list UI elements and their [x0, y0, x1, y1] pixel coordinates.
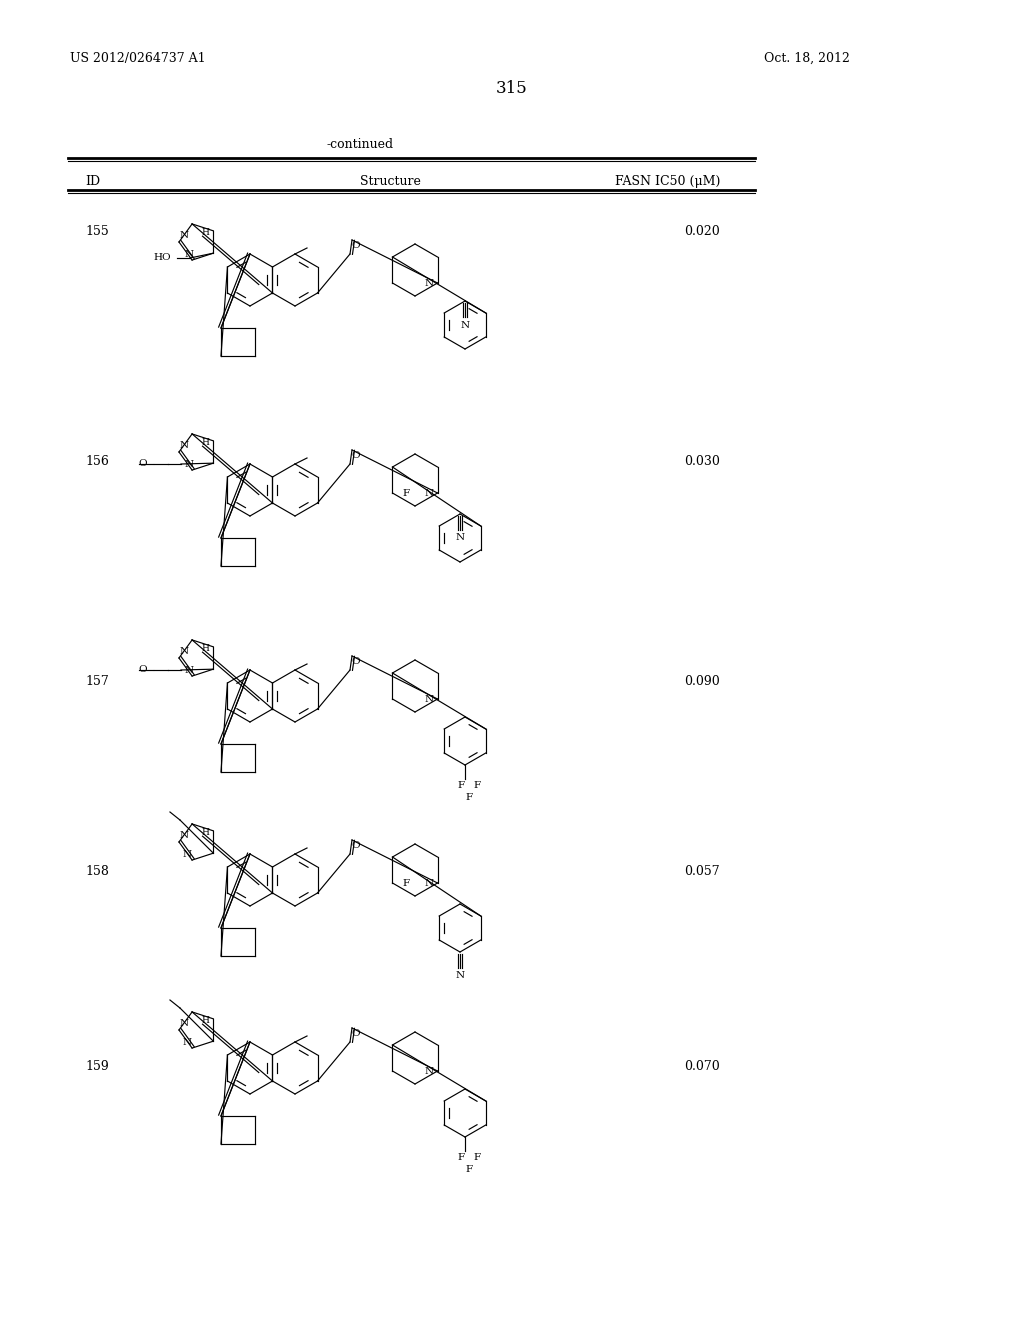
Text: 156: 156 [85, 455, 109, 469]
Text: N: N [461, 321, 470, 330]
Text: N: N [184, 665, 194, 675]
Text: N: N [179, 1019, 188, 1028]
Text: N: N [425, 694, 434, 704]
Text: Structure: Structure [359, 176, 421, 187]
Text: O: O [351, 657, 360, 667]
Text: H: H [202, 644, 209, 653]
Text: F: F [466, 792, 472, 801]
Text: N: N [179, 231, 188, 240]
Text: 315: 315 [496, 81, 528, 96]
Text: N: N [179, 832, 188, 841]
Text: HO: HO [154, 253, 171, 263]
Text: 158: 158 [85, 865, 109, 878]
Text: F: F [402, 488, 410, 498]
Text: F: F [458, 780, 465, 789]
Text: N: N [182, 850, 191, 858]
Text: O: O [351, 842, 360, 850]
Text: F: F [402, 879, 410, 887]
Text: F: F [458, 1152, 465, 1162]
Text: 0.057: 0.057 [684, 865, 720, 878]
Text: N: N [184, 249, 194, 259]
Text: N: N [179, 441, 188, 450]
Text: H: H [202, 829, 209, 837]
Text: 0.020: 0.020 [684, 224, 720, 238]
Text: O: O [138, 459, 147, 469]
Text: 0.030: 0.030 [684, 455, 720, 469]
Text: 157: 157 [85, 675, 109, 688]
Text: N: N [179, 648, 188, 656]
Text: N: N [182, 1038, 191, 1047]
Text: N: N [456, 972, 465, 981]
Text: O: O [138, 665, 147, 675]
Text: ID: ID [85, 176, 100, 187]
Text: 159: 159 [85, 1060, 109, 1073]
Text: H: H [202, 438, 209, 447]
Text: N: N [425, 1067, 434, 1076]
Text: H: H [202, 1016, 209, 1026]
Text: F: F [473, 1152, 480, 1162]
Text: F: F [466, 1164, 472, 1173]
Text: N: N [425, 279, 434, 288]
Text: N: N [184, 459, 194, 469]
Text: N: N [425, 879, 434, 887]
Text: 0.090: 0.090 [684, 675, 720, 688]
Text: O: O [351, 1030, 360, 1039]
Text: 155: 155 [85, 224, 109, 238]
Text: O: O [351, 451, 360, 461]
Text: N: N [425, 488, 434, 498]
Text: H: H [202, 228, 209, 238]
Text: 0.070: 0.070 [684, 1060, 720, 1073]
Text: F: F [473, 780, 480, 789]
Text: -continued: -continued [327, 139, 393, 150]
Text: Oct. 18, 2012: Oct. 18, 2012 [764, 51, 850, 65]
Text: O: O [351, 242, 360, 251]
Text: FASN IC50 (μM): FASN IC50 (μM) [614, 176, 720, 187]
Text: N: N [456, 533, 465, 543]
Text: US 2012/0264737 A1: US 2012/0264737 A1 [70, 51, 206, 65]
